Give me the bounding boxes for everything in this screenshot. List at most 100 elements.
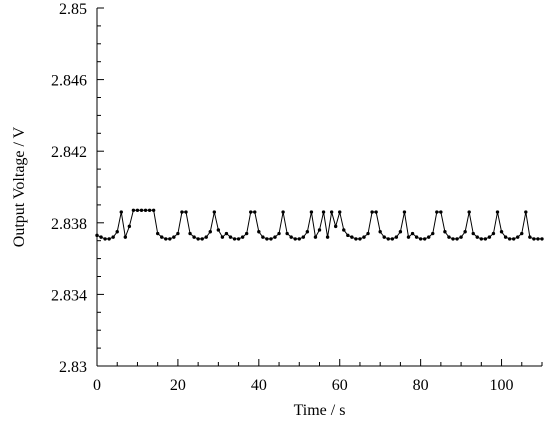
data-point: [99, 235, 103, 239]
data-point: [325, 235, 330, 239]
data-point: [378, 230, 382, 234]
data-point: [503, 235, 508, 239]
data-point: [172, 235, 176, 239]
data-point: [293, 237, 297, 241]
data-point: [467, 210, 471, 214]
data-point: [333, 224, 338, 229]
data-point: [305, 230, 310, 234]
y-tick-label: 2.85: [59, 1, 87, 18]
data-point: [297, 237, 301, 241]
data-point: [224, 231, 229, 236]
x-axis-title: Time / s: [294, 402, 346, 419]
data-point: [240, 235, 245, 239]
data-point: [317, 228, 322, 232]
data-point: [115, 230, 119, 234]
plot-area: 2.83 2.834 2.838 2.842 2.846 2.85 0 20 40 60 80 10…: [51, 1, 544, 394]
data-point: [265, 237, 269, 241]
x-tick-label: 0: [93, 377, 101, 394]
x-tick-label: 80: [413, 377, 429, 394]
data-point: [479, 237, 484, 241]
data-point: [188, 231, 192, 236]
data-point: [164, 237, 168, 241]
data-point: [253, 210, 257, 214]
data-point: [463, 230, 467, 234]
data-point: [289, 235, 293, 239]
data-point: [151, 208, 156, 212]
y-axis-title: Output Voltage / V: [11, 126, 28, 247]
x-tick-label: 60: [332, 377, 348, 394]
x-tick-label: 20: [170, 377, 186, 394]
x-axis-ticks: 0 20 40 60 80 100: [93, 359, 543, 394]
data-point: [394, 235, 399, 239]
y-tick-label: 2.842: [51, 144, 87, 161]
data-point: [143, 208, 148, 212]
data-point: [111, 235, 115, 239]
data-point: [540, 237, 544, 241]
data-point: [273, 235, 277, 239]
series-points: [95, 208, 544, 241]
data-point: [139, 208, 144, 212]
data-point: [277, 231, 281, 236]
data-point: [443, 230, 447, 234]
data-point: [329, 210, 334, 214]
y-tick-label: 2.83: [59, 359, 87, 376]
data-point: [257, 230, 261, 234]
y-tick-label: 2.834: [51, 287, 87, 304]
data-point: [435, 210, 439, 214]
data-point: [228, 235, 233, 239]
data-point: [168, 237, 172, 241]
data-point: [232, 237, 237, 241]
data-point: [386, 237, 390, 241]
data-point: [451, 237, 455, 241]
data-point: [160, 235, 164, 239]
data-point: [374, 210, 378, 214]
data-point: [366, 231, 370, 236]
data-point: [196, 237, 200, 241]
data-point: [244, 231, 249, 236]
data-point: [427, 235, 431, 239]
data-point: [499, 230, 504, 234]
data-point: [184, 210, 188, 214]
data-point: [155, 231, 160, 236]
data-point: [390, 237, 395, 241]
data-point: [439, 210, 443, 214]
data-point: [536, 237, 540, 241]
data-point: [491, 231, 496, 236]
data-point: [495, 210, 500, 214]
data-point: [483, 237, 488, 241]
data-point: [532, 237, 536, 241]
data-point: [447, 235, 451, 239]
data-point: [406, 235, 411, 239]
data-point: [123, 235, 128, 239]
data-point: [338, 210, 342, 214]
data-point: [180, 210, 184, 214]
y-axis-ticks: 2.83 2.834 2.838 2.842 2.846 2.85: [51, 1, 104, 376]
y-tick-label: 2.838: [51, 216, 87, 233]
data-point: [528, 235, 532, 239]
data-point: [313, 235, 318, 239]
data-point: [301, 235, 306, 239]
data-point: [475, 235, 479, 239]
series-line: [96, 209, 542, 240]
data-point: [362, 235, 366, 239]
data-point: [398, 230, 403, 234]
data-point: [147, 208, 152, 212]
data-point: [524, 210, 528, 214]
data-point: [471, 231, 475, 236]
data-point: [269, 237, 273, 241]
data-point: [200, 237, 204, 241]
data-point: [516, 235, 520, 239]
data-point: [261, 235, 265, 239]
data-point: [220, 235, 225, 239]
data-point: [281, 210, 285, 214]
data-point: [309, 210, 314, 214]
data-point: [192, 235, 196, 239]
data-point: [370, 210, 374, 214]
data-point: [418, 237, 423, 241]
data-point: [119, 210, 123, 214]
data-point: [487, 235, 492, 239]
data-point: [95, 233, 99, 238]
x-tick-label: 100: [490, 377, 514, 394]
data-point: [216, 228, 221, 232]
x-tick-label: 40: [251, 377, 267, 394]
